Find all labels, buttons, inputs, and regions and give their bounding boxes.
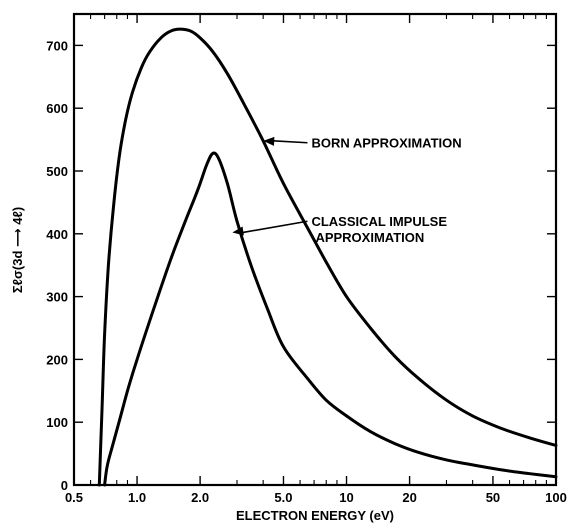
annotation-arrow-shaft <box>273 141 307 143</box>
series-line-classical-impulse-approximation <box>105 153 556 485</box>
ticks-layer: 0.5 1.0 2.0 5.0 10 20 50 1000100200300400500600… <box>46 14 567 505</box>
x-tick-label: 100 <box>545 490 567 505</box>
series-layer <box>99 29 556 485</box>
annotation-label: APPROXIMATION <box>315 230 424 245</box>
x-tick-label: 2.0 <box>191 490 209 505</box>
x-axis-title: ELECTRON ENERGY (eV) <box>236 508 394 523</box>
annotation-label: BORN APPROXIMATION <box>311 136 461 151</box>
x-tick-label: 10 <box>339 490 353 505</box>
y-tick-label: 100 <box>46 415 68 430</box>
y-tick-label: 300 <box>46 290 68 305</box>
x-tick-label: 1.0 <box>128 490 146 505</box>
y-tick-label: 400 <box>46 227 68 242</box>
x-tick-label: 5.0 <box>274 490 292 505</box>
annotation-layer: BORN APPROXIMATION CLASSICAL IMPULSEAPPRO… <box>232 136 461 246</box>
y-tick-label: 0 <box>61 478 68 493</box>
y-tick-label: 500 <box>46 164 68 179</box>
x-tick-label: 20 <box>402 490 416 505</box>
annotation-label: CLASSICAL IMPULSE <box>311 214 447 229</box>
y-tick-label: 200 <box>46 352 68 367</box>
y-tick-label: 600 <box>46 101 68 116</box>
plot-frame <box>74 14 556 485</box>
x-tick-label: 50 <box>486 490 500 505</box>
annotation-arrow-shaft <box>242 221 307 232</box>
y-axis-title: Σℓσ(3d ⟶ 4ℓ) <box>10 207 25 293</box>
series-line-born-approximation <box>99 29 556 485</box>
y-tick-label: 700 <box>46 38 68 53</box>
